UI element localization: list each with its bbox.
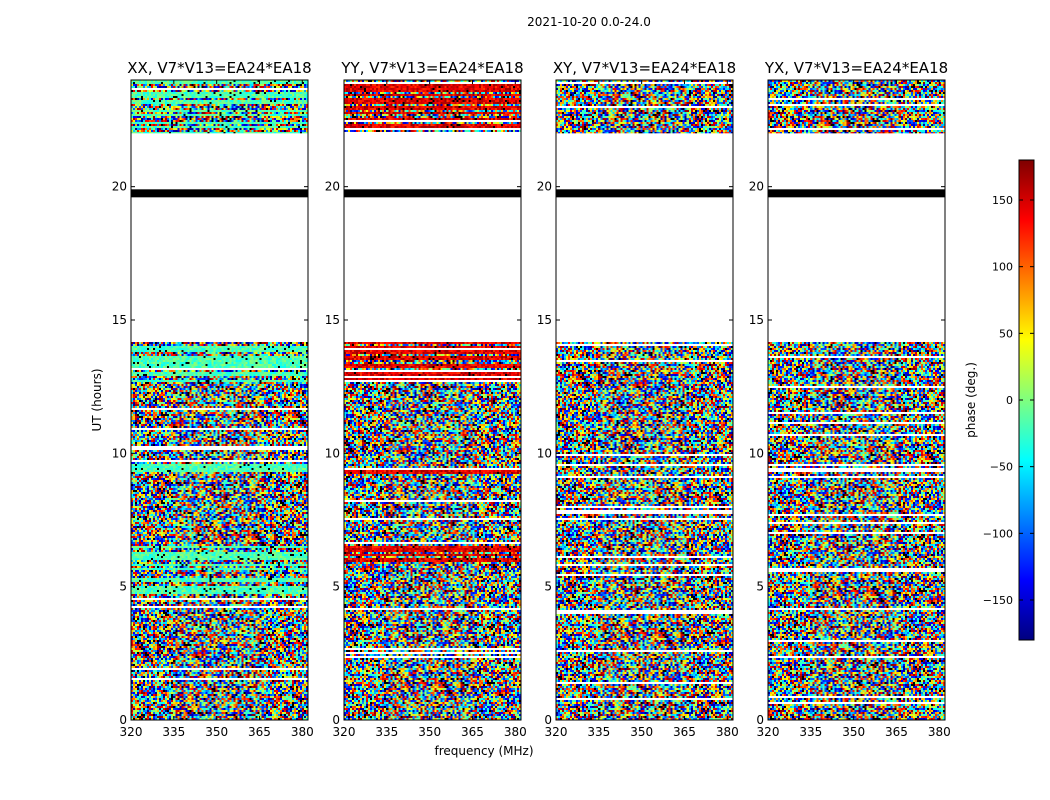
empty-interval-3 [768,133,945,342]
x-tick-label-0-335: 335 [162,725,185,739]
panel-frame-0 [130,79,309,721]
y-tick-label-1-20: 20 [325,180,340,194]
y-tick-label-0-10: 10 [112,446,127,460]
colorbar-tick-label--100: −100 [983,527,1013,540]
x-tick-label-3-320: 320 [757,725,780,739]
flag-band-1 [344,189,521,198]
y-tick-label-0-20: 20 [112,180,127,194]
y-tick-label-2-5: 5 [544,580,552,594]
x-tick-label-1-380: 380 [504,725,527,739]
y-tick-label-0-0: 0 [119,713,127,727]
panel-frame-3 [767,79,946,721]
panels-group: XX, V7*V13=EA24*EA18 320 335 350 365 380 0 5 10 1… [112,59,951,739]
x-tick-label-2-365: 365 [673,725,696,739]
panel-0: XX, V7*V13=EA24*EA18 320 335 350 365 380 0 5 10 1… [112,59,314,739]
colorbar-tick-label-150: 150 [992,194,1013,207]
x-tick-label-3-335: 335 [799,725,822,739]
x-axis-label: frequency (MHz) [434,744,533,758]
colorbar-tick-label-0: 0 [1006,394,1013,407]
y-tick-label-1-10: 10 [325,446,340,460]
panel-3: YX, V7*V13=EA24*EA18 320 335 350 365 380 0 5 10 1… [749,59,951,739]
panel-frame-2 [555,79,734,721]
x-tick-label-0-350: 350 [205,725,228,739]
y-tick-label-2-15: 15 [537,313,552,327]
x-tick-label-1-320: 320 [333,725,356,739]
colorbar-label: phase (deg.) [964,362,978,438]
x-tick-label-3-365: 365 [885,725,908,739]
panel-2: XY, V7*V13=EA24*EA18 320 335 350 365 380 0 5 10 1… [537,59,739,739]
x-tick-label-0-380: 380 [291,725,314,739]
panel-1: YY, V7*V13=EA24*EA18 320 335 350 365 380 0 5 10 1… [325,59,527,739]
panel-title-3: YX, V7*V13=EA24*EA18 [764,59,948,77]
y-tick-label-2-0: 0 [544,713,552,727]
flag-band-2 [556,189,733,198]
empty-interval-1 [344,133,521,342]
x-tick-label-2-320: 320 [545,725,568,739]
y-tick-label-3-15: 15 [749,313,764,327]
x-tick-label-0-365: 365 [248,725,271,739]
colorbar-tick-label--150: −150 [983,594,1013,607]
empty-interval-2 [556,133,733,342]
panel-title-0: XX, V7*V13=EA24*EA18 [127,59,311,77]
y-axis-label: UT (hours) [90,368,104,431]
y-tick-label-0-15: 15 [112,313,127,327]
x-tick-label-0-320: 320 [120,725,143,739]
colorbar: 150 100 50 0 −50 −100 −150 [983,159,1035,641]
x-tick-label-2-335: 335 [587,725,610,739]
x-tick-label-3-380: 380 [928,725,951,739]
flag-band-3 [768,189,945,198]
figure-suptitle: 2021-10-20 0.0-24.0 [527,15,651,29]
y-tick-label-3-0: 0 [756,713,764,727]
colorbar-tick-label-50: 50 [999,327,1013,340]
panel-frame-1 [343,79,522,721]
panel-title-1: YY, V7*V13=EA24*EA18 [340,59,523,77]
colorbar-tick-label-100: 100 [992,261,1013,274]
x-tick-label-2-380: 380 [716,725,739,739]
x-tick-label-3-350: 350 [842,725,865,739]
y-tick-label-1-15: 15 [325,313,340,327]
y-tick-label-1-5: 5 [332,580,340,594]
y-tick-label-3-20: 20 [749,180,764,194]
x-tick-label-1-365: 365 [461,725,484,739]
colorbar-tick-label--50: −50 [990,461,1013,474]
x-tick-label-2-350: 350 [630,725,653,739]
x-tick-label-1-335: 335 [375,725,398,739]
y-tick-label-2-10: 10 [537,446,552,460]
y-tick-label-2-20: 20 [537,180,552,194]
flag-band-0 [131,189,308,198]
x-tick-label-1-350: 350 [418,725,441,739]
y-tick-label-0-5: 5 [119,580,127,594]
y-tick-label-1-0: 0 [332,713,340,727]
y-tick-label-3-5: 5 [756,580,764,594]
empty-interval-0 [131,133,308,342]
y-tick-label-3-10: 10 [749,446,764,460]
panel-title-2: XY, V7*V13=EA24*EA18 [553,59,736,77]
